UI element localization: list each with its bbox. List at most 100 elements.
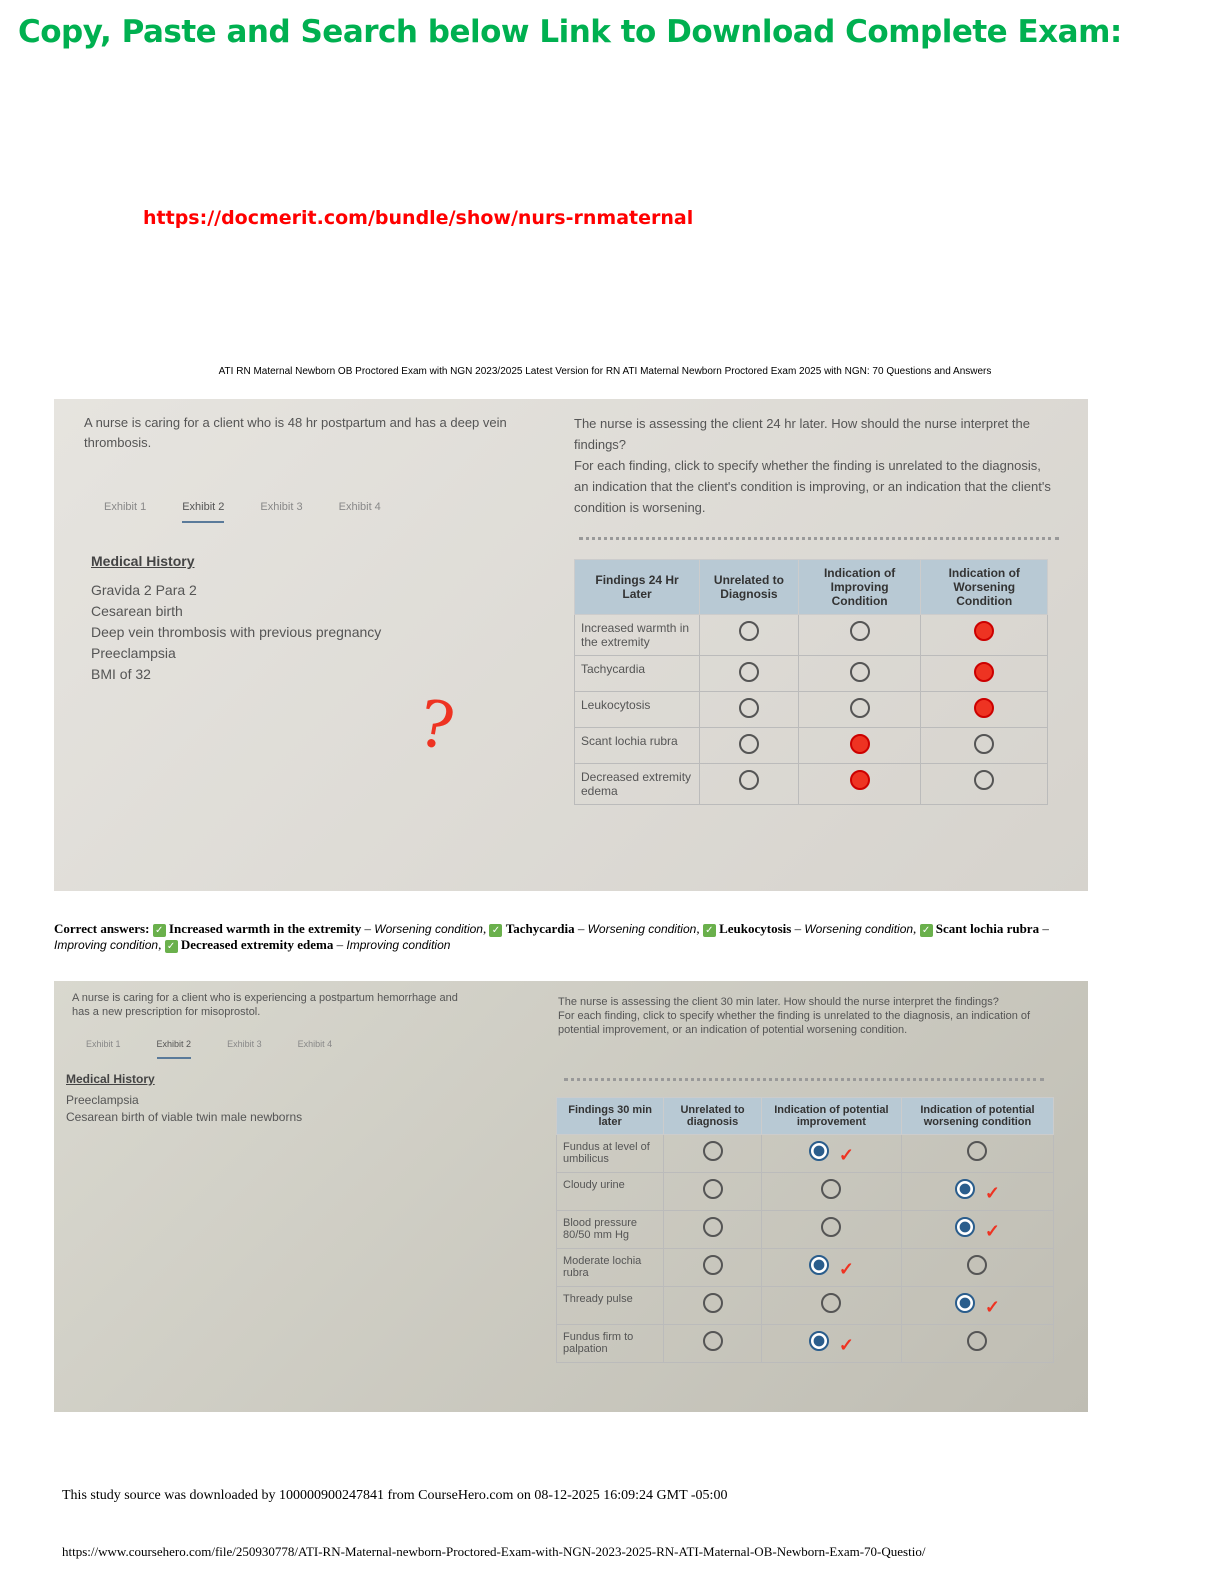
radio-selected[interactable] bbox=[954, 1217, 975, 1237]
radio-unselected[interactable] bbox=[702, 1255, 723, 1275]
radio-unselected[interactable] bbox=[849, 621, 870, 641]
radio-unselected[interactable] bbox=[967, 1255, 988, 1275]
exhibit-tabs: Exhibit 1 Exhibit 2 Exhibit 3 Exhibit 4 bbox=[104, 501, 381, 523]
table-row: Moderate lochia rubra ✓ bbox=[555, 1248, 1055, 1287]
answer-cell bbox=[920, 691, 1048, 728]
answer-cell: ✓ bbox=[760, 1324, 902, 1363]
radio-unselected[interactable] bbox=[821, 1179, 842, 1199]
radio-unselected[interactable] bbox=[702, 1141, 723, 1161]
radio-unselected[interactable] bbox=[738, 770, 759, 790]
history-item: Preeclampsia bbox=[91, 645, 176, 661]
radio-unselected[interactable] bbox=[702, 1331, 723, 1351]
radio-unselected[interactable] bbox=[738, 698, 759, 718]
answer-cell bbox=[663, 1172, 762, 1211]
checkmark-icon: ✓ bbox=[984, 1297, 1001, 1317]
answer-finding: Tachycardia bbox=[505, 921, 575, 936]
checkmark-icon: ✓ bbox=[984, 1183, 1001, 1203]
radio-unselected[interactable] bbox=[849, 662, 870, 682]
answer-cell bbox=[920, 614, 1048, 656]
page-title: Copy, Paste and Search below Link to Dow… bbox=[18, 14, 1122, 50]
history-item: Cesarean birth bbox=[91, 603, 183, 619]
radio-unselected[interactable] bbox=[967, 1331, 988, 1351]
answers-label: Correct answers: bbox=[54, 921, 150, 936]
download-link[interactable]: https://docmerit.com/bundle/show/nurs-rn… bbox=[143, 207, 694, 229]
radio-selected[interactable] bbox=[954, 1179, 975, 1199]
column-header: Indication of Worsening Condition bbox=[920, 559, 1048, 615]
answer-cell bbox=[900, 1324, 1055, 1363]
radio-unselected[interactable] bbox=[702, 1217, 723, 1237]
findings-table: Findings 24 Hr Later Unrelated to Diagnos… bbox=[573, 559, 1048, 805]
radio-unselected[interactable] bbox=[702, 1293, 723, 1313]
radio-unselected[interactable] bbox=[738, 621, 759, 641]
history-item: Preeclampsia bbox=[66, 1093, 139, 1107]
radio-selected[interactable] bbox=[974, 698, 995, 718]
tab-exhibit-2[interactable]: Exhibit 2 bbox=[156, 1039, 192, 1059]
answer-cell bbox=[663, 1134, 762, 1173]
radio-unselected[interactable] bbox=[974, 770, 995, 790]
answer-cell bbox=[920, 763, 1048, 805]
divider bbox=[564, 1078, 1044, 1081]
medical-history-title: Medical History bbox=[66, 1072, 155, 1086]
radio-selected[interactable] bbox=[974, 662, 995, 682]
table-row: Scant lochia rubra bbox=[573, 727, 1048, 764]
medical-history: Medical History Gravida 2 Para 2 Cesarea… bbox=[91, 551, 381, 685]
answer-cell bbox=[920, 727, 1048, 764]
radio-unselected[interactable] bbox=[738, 662, 759, 682]
radio-unselected[interactable] bbox=[738, 734, 759, 754]
table-row: Fundus firm to palpation ✓ bbox=[555, 1324, 1055, 1363]
radio-unselected[interactable] bbox=[974, 734, 995, 754]
finding: Tachycardia bbox=[573, 655, 701, 692]
finding: Increased warmth in the extremity bbox=[573, 614, 701, 656]
header-row: Findings 30 min later Unrelated to diagno… bbox=[555, 1097, 1055, 1135]
column-header: Indication of potential worsening condit… bbox=[900, 1097, 1055, 1135]
radio-selected[interactable] bbox=[808, 1141, 829, 1161]
question-1-photo: A nurse is caring for a client who is 48… bbox=[54, 399, 1088, 891]
answer-result: Worsening condition bbox=[804, 922, 914, 936]
column-header: Findings 24 Hr Later bbox=[573, 559, 701, 615]
tab-exhibit-2[interactable]: Exhibit 2 bbox=[182, 501, 225, 523]
tab-exhibit-4[interactable]: Exhibit 4 bbox=[338, 501, 381, 513]
answer-cell bbox=[699, 763, 799, 805]
finding: Scant lochia rubra bbox=[573, 727, 701, 764]
column-header: Unrelated to diagnosis bbox=[663, 1097, 762, 1135]
tab-exhibit-3[interactable]: Exhibit 3 bbox=[227, 1039, 262, 1049]
answer-cell bbox=[699, 727, 799, 764]
answer-cell bbox=[760, 1286, 902, 1325]
history-item: BMI of 32 bbox=[91, 666, 151, 682]
answer-cell: ✓ bbox=[900, 1286, 1055, 1325]
header-row: Findings 24 Hr Later Unrelated to Diagnos… bbox=[573, 559, 1048, 615]
history-item: Gravida 2 Para 2 bbox=[91, 582, 197, 598]
findings-table: Findings 30 min later Unrelated to diagno… bbox=[555, 1097, 1055, 1363]
source-url[interactable]: https://www.coursehero.com/file/25093077… bbox=[62, 1544, 926, 1559]
answer-cell bbox=[663, 1248, 762, 1287]
column-header: Indication of potential improvement bbox=[760, 1097, 902, 1135]
radio-selected[interactable] bbox=[954, 1293, 975, 1313]
radio-unselected[interactable] bbox=[821, 1293, 842, 1313]
radio-selected[interactable] bbox=[974, 621, 995, 641]
radio-unselected[interactable] bbox=[967, 1141, 988, 1161]
radio-unselected[interactable] bbox=[849, 698, 870, 718]
check-icon: ✓ bbox=[702, 924, 716, 937]
answer-cell bbox=[663, 1324, 762, 1363]
correct-answers: Correct answers: ✓ Increased warmth in t… bbox=[54, 921, 1049, 953]
table-row: Decreased extremity edema bbox=[573, 763, 1048, 805]
radio-unselected[interactable] bbox=[702, 1179, 723, 1199]
radio-selected[interactable] bbox=[849, 734, 870, 754]
tab-exhibit-3[interactable]: Exhibit 3 bbox=[260, 501, 303, 513]
scenario: A nurse is caring for a client who is ex… bbox=[72, 992, 458, 1018]
answer-result: Improving condition bbox=[346, 938, 451, 952]
check-icon: ✓ bbox=[489, 924, 503, 937]
radio-unselected[interactable] bbox=[821, 1217, 842, 1237]
answer-cell: ✓ bbox=[900, 1210, 1055, 1249]
radio-selected[interactable] bbox=[808, 1331, 829, 1351]
checkmark-icon: ✓ bbox=[838, 1259, 854, 1279]
table-row: Fundus at level of umbilicus ✓ bbox=[555, 1134, 1055, 1173]
prompt: The nurse is assessing the client 30 min… bbox=[558, 996, 999, 1008]
tab-exhibit-1[interactable]: Exhibit 1 bbox=[104, 501, 147, 513]
tab-exhibit-1[interactable]: Exhibit 1 bbox=[86, 1039, 121, 1049]
radio-selected[interactable] bbox=[849, 770, 870, 790]
tab-exhibit-4[interactable]: Exhibit 4 bbox=[297, 1039, 333, 1049]
radio-selected[interactable] bbox=[808, 1255, 829, 1275]
answer-cell bbox=[760, 1172, 902, 1211]
